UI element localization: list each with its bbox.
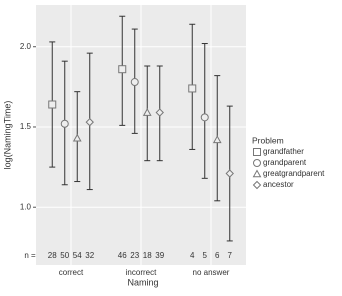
n-count: 7 [228, 251, 233, 260]
n-label: n = [24, 251, 36, 260]
y-tick-label: 1.0 [20, 202, 32, 211]
point [60, 119, 69, 128]
legend-key [253, 148, 261, 156]
n-count: 39 [155, 251, 164, 260]
n-count: 28 [48, 251, 57, 260]
point [212, 135, 222, 144]
y-tick-label: 1.5 [20, 122, 32, 131]
point [188, 84, 197, 93]
n-count: 32 [85, 251, 94, 260]
legend-key [252, 180, 262, 190]
point [155, 108, 164, 117]
legend-title: Problem [252, 135, 284, 145]
point [225, 169, 234, 178]
point [130, 78, 139, 87]
n-count: 18 [143, 251, 152, 260]
n-count: 23 [130, 251, 139, 260]
x-tick-label: incorrect [126, 268, 157, 277]
point [48, 100, 57, 109]
n-count: 46 [118, 251, 127, 260]
y-axis-label: log(NamingTime) [2, 101, 12, 170]
x-axis-label: Naming [127, 277, 158, 287]
n-count: 4 [190, 251, 195, 260]
n-count: 54 [73, 251, 82, 260]
n-count: 5 [203, 251, 208, 260]
point [72, 133, 82, 142]
x-tick-label: no answer [193, 268, 230, 277]
n-count: 50 [60, 251, 69, 260]
point [85, 117, 94, 127]
legend-label: greatgrandparent [263, 169, 325, 178]
legend-key [253, 159, 261, 167]
legend-label: grandparent [263, 158, 307, 167]
point [118, 65, 127, 74]
x-tick-label: correct [59, 268, 84, 277]
point [200, 113, 209, 122]
legend-label: grandfather [263, 147, 304, 156]
point [142, 108, 152, 116]
n-count: 6 [215, 251, 220, 260]
legend-key [252, 169, 262, 178]
y-tick-label: 2.0 [20, 42, 32, 51]
legend-label: ancestor [263, 180, 294, 189]
